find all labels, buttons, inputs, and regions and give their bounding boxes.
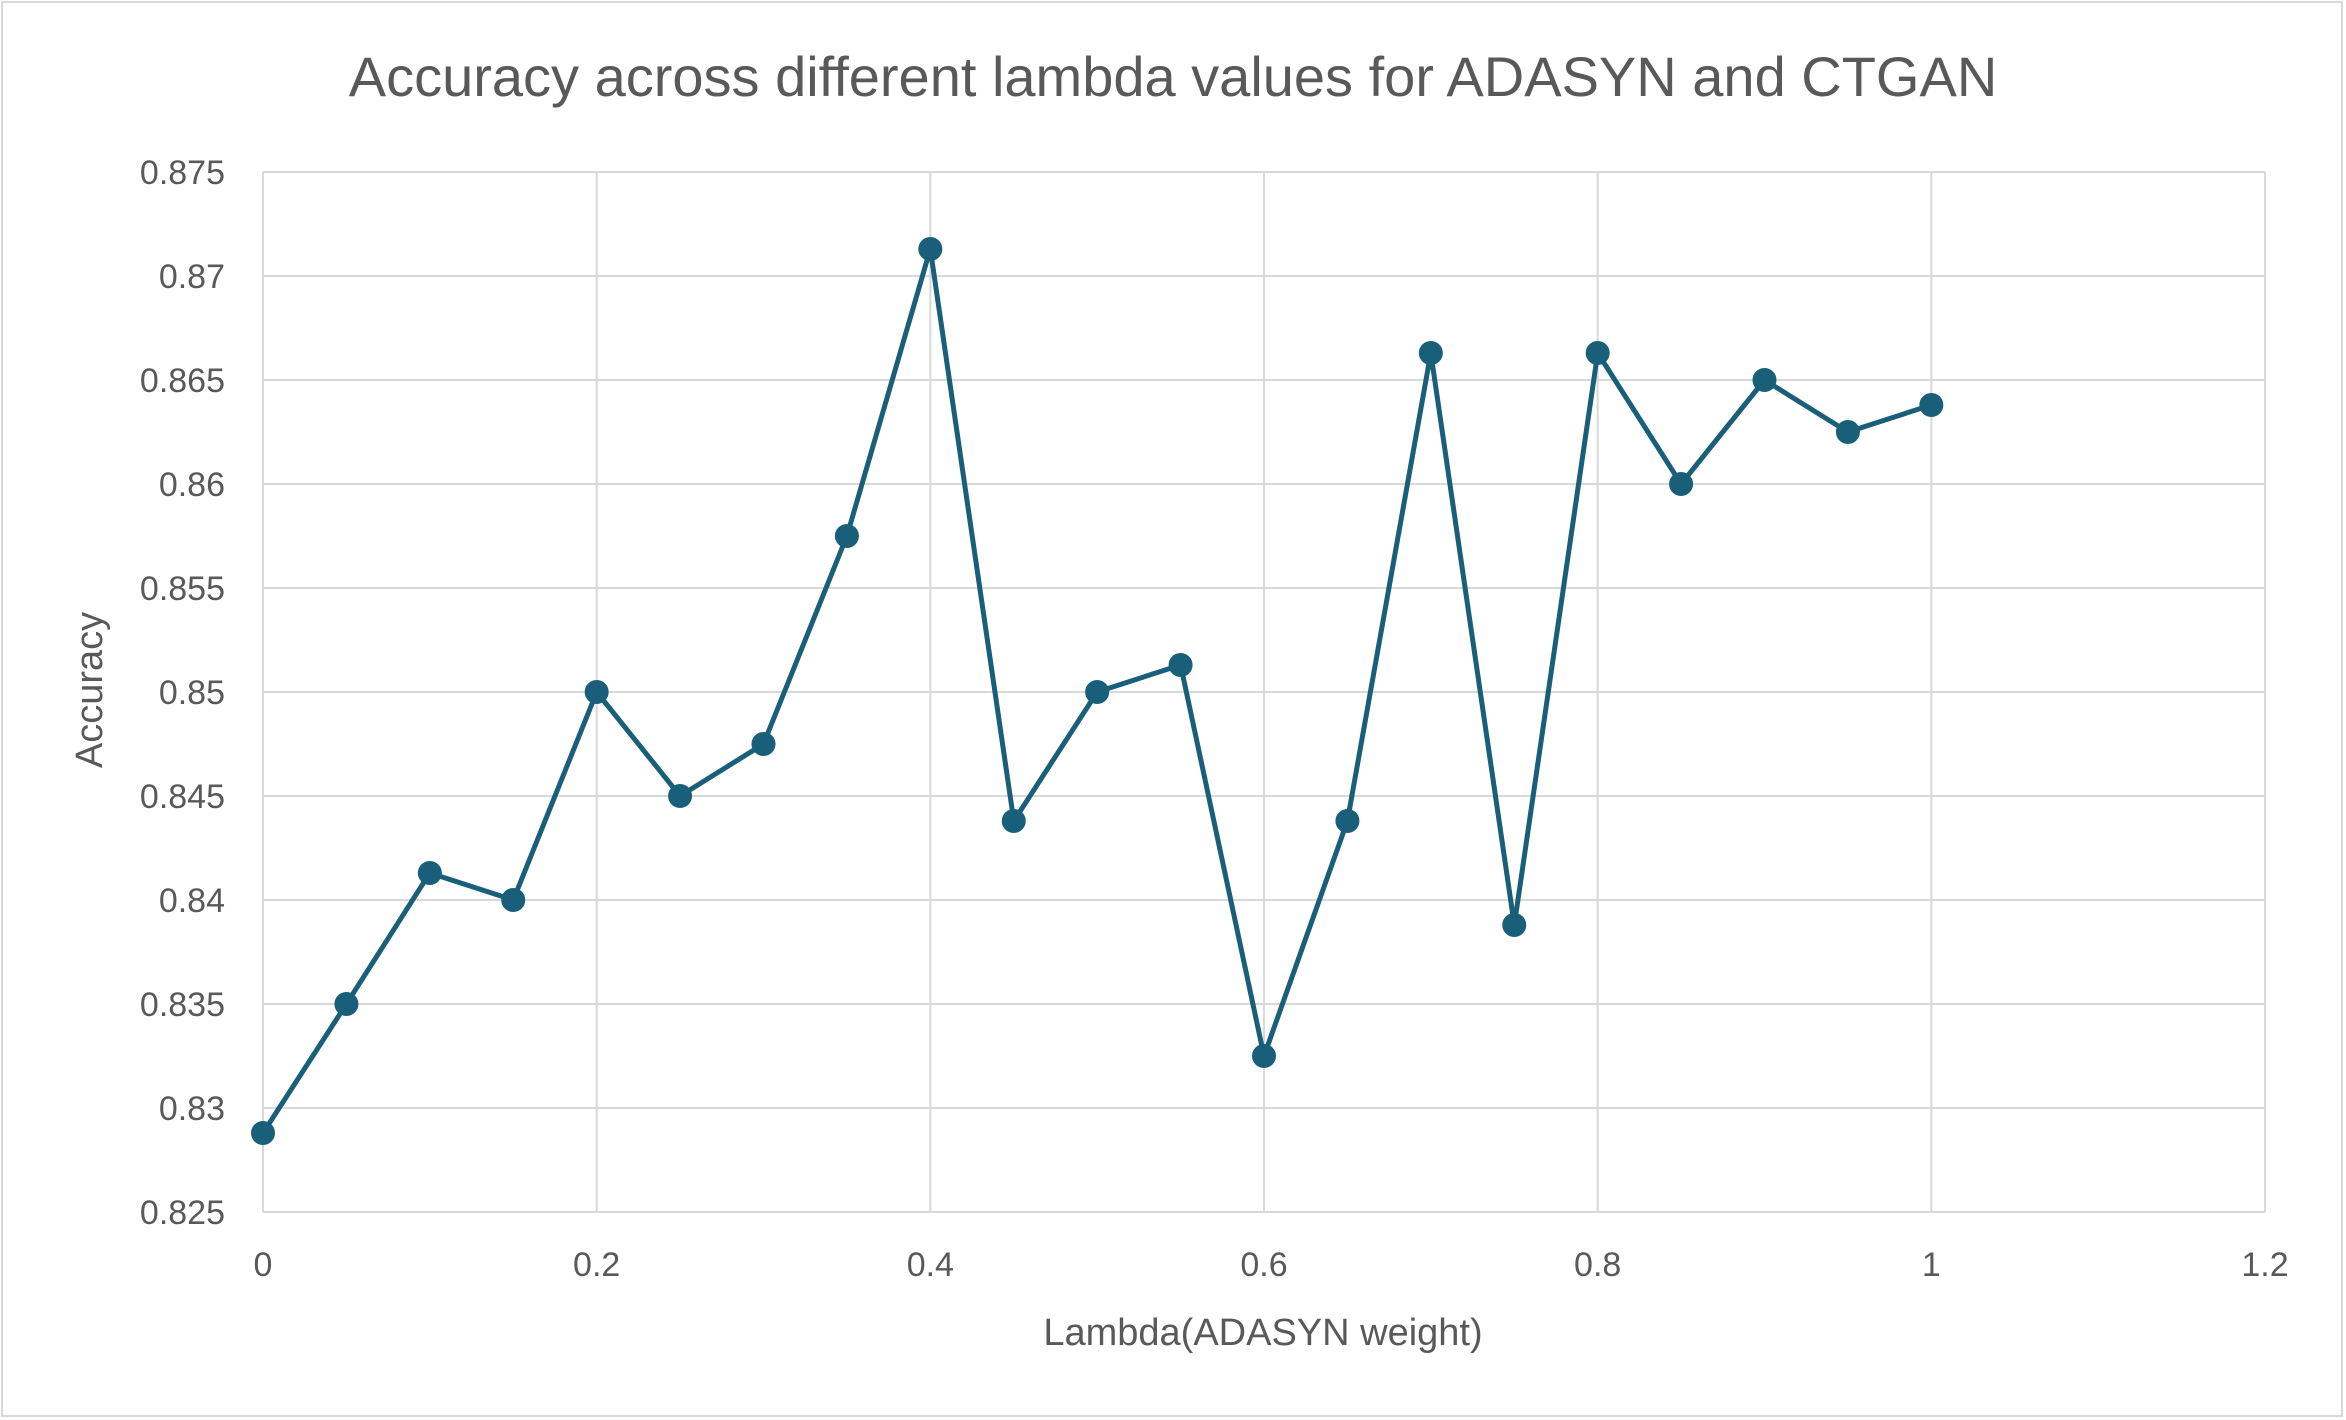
data-point — [1669, 472, 1694, 496]
data-point — [751, 732, 776, 756]
data-point — [1252, 1044, 1276, 1068]
x-tick-label: 1.2 — [2241, 1246, 2288, 1284]
data-point — [251, 1120, 275, 1145]
grid-layer — [262, 171, 2266, 1213]
data-point — [584, 680, 609, 704]
y-tick-label: 0.825 — [140, 1194, 225, 1232]
x-tick-label: 0.2 — [573, 1246, 620, 1284]
y-tick-label: 0.875 — [140, 154, 225, 192]
x-tick-label: 0.8 — [1574, 1246, 1621, 1284]
data-point — [1502, 912, 1527, 937]
data-point — [1335, 808, 1360, 833]
y-tick-label: 0.845 — [140, 778, 225, 816]
data-point — [668, 784, 693, 808]
y-tick-label: 0.85 — [159, 674, 225, 712]
y-tick-label: 0.87 — [159, 258, 225, 296]
data-point — [1835, 420, 1860, 444]
tick-labels: 0.825 0.83 0.835 0.84 0.845 0.85 0.855 0.86 0.86… — [140, 154, 2289, 1284]
data-point — [1085, 680, 1110, 704]
y-tick-label: 0.835 — [140, 986, 225, 1024]
y-tick-label: 0.865 — [140, 362, 225, 400]
data-point — [501, 888, 526, 912]
x-tick-label: 1 — [1922, 1246, 1941, 1284]
data-point — [1585, 340, 1610, 365]
y-tick-label: 0.86 — [159, 466, 225, 504]
data-point — [834, 524, 859, 548]
series-layer — [251, 236, 1944, 1145]
x-tick-label: 0.6 — [1240, 1246, 1287, 1284]
data-point — [918, 236, 943, 261]
data-point — [1919, 392, 1944, 417]
chart-title: Accuracy across different lambda values … — [349, 45, 1998, 108]
x-tick-label: 0 — [254, 1246, 273, 1284]
data-point — [334, 992, 359, 1016]
x-tick-label: 0.4 — [907, 1246, 954, 1284]
y-tick-label: 0.855 — [140, 570, 225, 608]
data-point — [1418, 340, 1443, 365]
x-axis-title: Lambda(ADASYN weight) — [1043, 1312, 1482, 1354]
data-point — [1752, 368, 1777, 392]
y-tick-label: 0.84 — [159, 882, 225, 920]
data-point — [1001, 808, 1026, 833]
y-tick-label: 0.83 — [159, 1090, 225, 1128]
data-point — [417, 860, 442, 885]
y-axis-title: Accuracy — [69, 612, 111, 768]
data-point — [1168, 652, 1193, 677]
